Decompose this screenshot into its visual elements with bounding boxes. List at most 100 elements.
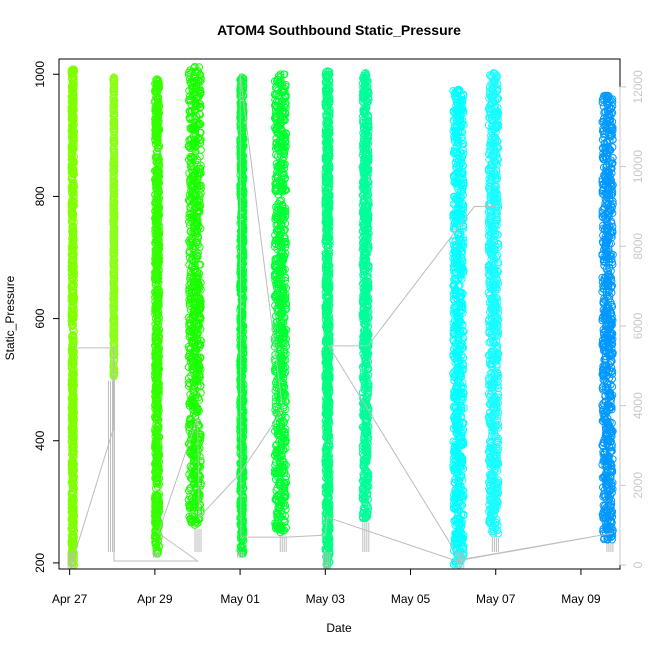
data-point bbox=[67, 203, 76, 212]
data-point bbox=[109, 185, 118, 194]
data-point bbox=[69, 435, 78, 444]
data-marks bbox=[67, 63, 617, 570]
data-point bbox=[109, 85, 118, 93]
data-point bbox=[109, 167, 118, 176]
data-point bbox=[69, 466, 78, 475]
data-point bbox=[109, 117, 118, 126]
data-point bbox=[68, 391, 77, 400]
data-point bbox=[67, 332, 76, 341]
data-point bbox=[109, 96, 118, 105]
data-point bbox=[69, 377, 77, 386]
data-point bbox=[109, 120, 118, 129]
data-point bbox=[69, 476, 77, 485]
data-point bbox=[110, 298, 118, 307]
data-point bbox=[69, 182, 78, 191]
data-point bbox=[69, 534, 78, 543]
data-point bbox=[69, 187, 78, 196]
data-point bbox=[110, 152, 119, 160]
data-point bbox=[69, 511, 78, 519]
data-point bbox=[67, 428, 76, 437]
data-point bbox=[69, 241, 78, 250]
data-point bbox=[110, 292, 119, 301]
data-point bbox=[110, 106, 118, 115]
data-point bbox=[68, 456, 77, 464]
data-point bbox=[110, 331, 119, 340]
data-point bbox=[69, 178, 78, 187]
data-point bbox=[70, 497, 78, 505]
data-point bbox=[109, 181, 118, 190]
data-point bbox=[69, 257, 78, 265]
data-point bbox=[109, 93, 118, 102]
data-point bbox=[70, 381, 78, 390]
data-point bbox=[110, 275, 118, 284]
data-point bbox=[68, 135, 76, 143]
data-point bbox=[68, 316, 77, 324]
data-point bbox=[69, 514, 78, 522]
data-point bbox=[109, 101, 118, 110]
data-point bbox=[69, 371, 77, 380]
data-point bbox=[69, 312, 77, 320]
data-point bbox=[68, 131, 77, 140]
series-2 bbox=[109, 73, 119, 381]
data-point bbox=[68, 196, 76, 205]
series-3 bbox=[151, 75, 164, 558]
data-point bbox=[110, 206, 118, 214]
data-point bbox=[69, 73, 78, 81]
data-point bbox=[67, 160, 76, 169]
data-point bbox=[68, 216, 77, 225]
data-point bbox=[110, 209, 119, 218]
data-point bbox=[109, 271, 118, 280]
data-point bbox=[109, 233, 118, 241]
data-point bbox=[69, 417, 78, 426]
data-point bbox=[69, 413, 77, 421]
data-point bbox=[109, 138, 118, 147]
data-point bbox=[68, 450, 77, 459]
data-point bbox=[69, 423, 77, 431]
series-1 bbox=[67, 65, 78, 570]
data-point bbox=[67, 207, 76, 216]
data-point bbox=[110, 260, 118, 269]
data-point bbox=[69, 394, 77, 403]
data-point bbox=[67, 311, 76, 320]
data-point bbox=[109, 228, 118, 237]
data-point bbox=[110, 284, 118, 292]
data-point bbox=[110, 281, 118, 290]
data-point bbox=[68, 109, 76, 118]
data-point bbox=[109, 218, 118, 227]
data-point bbox=[110, 263, 119, 272]
data-point bbox=[67, 82, 76, 90]
data-point bbox=[69, 337, 78, 345]
data-point bbox=[67, 145, 76, 153]
data-point bbox=[110, 157, 119, 165]
data-point bbox=[109, 302, 118, 311]
data-point bbox=[69, 460, 78, 469]
data-point bbox=[69, 133, 78, 142]
data-point bbox=[69, 281, 78, 289]
data-point bbox=[67, 286, 76, 294]
data-point bbox=[68, 359, 77, 368]
data-point bbox=[69, 96, 78, 105]
series-5 bbox=[236, 73, 248, 558]
data-point bbox=[68, 496, 77, 504]
data-point bbox=[109, 205, 118, 214]
data-point bbox=[70, 152, 78, 161]
data-point bbox=[69, 236, 77, 245]
data-point bbox=[68, 163, 76, 172]
data-point bbox=[68, 113, 76, 122]
data-point bbox=[110, 193, 119, 201]
data-point bbox=[110, 287, 119, 296]
data-point bbox=[68, 74, 76, 83]
data-point bbox=[68, 363, 76, 371]
data-point bbox=[70, 262, 78, 271]
data-point bbox=[69, 525, 77, 534]
data-point bbox=[68, 261, 77, 270]
chart-title: ATOM4 Southbound Static_Pressure bbox=[217, 22, 461, 38]
data-point bbox=[69, 303, 78, 312]
data-point bbox=[109, 259, 118, 268]
data-point bbox=[68, 245, 76, 254]
data-point bbox=[110, 327, 118, 336]
data-point bbox=[69, 493, 78, 502]
data-point bbox=[110, 243, 119, 252]
data-point bbox=[109, 237, 118, 246]
